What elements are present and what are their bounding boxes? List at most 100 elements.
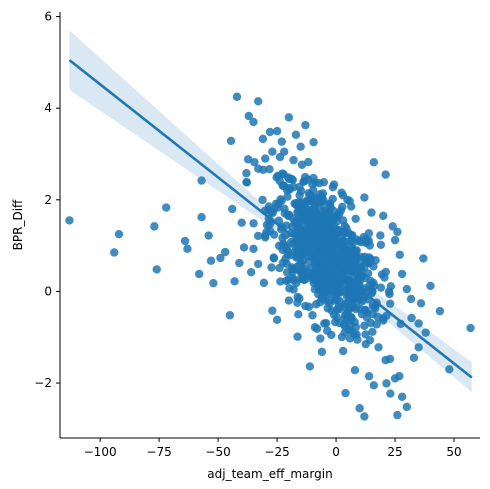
data-point: [316, 334, 325, 343]
data-point: [267, 263, 276, 272]
data-point: [230, 277, 239, 286]
data-point: [294, 310, 303, 319]
data-point: [307, 238, 316, 247]
data-point: [315, 178, 324, 188]
data-point: [275, 263, 284, 273]
data-point: [269, 253, 278, 262]
data-point: [293, 332, 302, 341]
data-point: [197, 176, 206, 185]
data-point: [209, 278, 218, 288]
data-point: [416, 299, 426, 308]
data-point: [284, 296, 294, 305]
data-point: [324, 296, 334, 306]
data-point: [368, 287, 377, 296]
data-point: [357, 252, 366, 262]
data-point: [275, 152, 285, 162]
data-point: [277, 196, 286, 206]
data-point: [338, 190, 348, 200]
data-point: [376, 231, 385, 240]
data-point: [206, 256, 216, 265]
data-point: [249, 219, 258, 228]
data-point: [402, 284, 412, 294]
data-point: [332, 305, 342, 314]
data-point: [288, 268, 297, 277]
data-point: [258, 134, 268, 144]
data-point: [349, 302, 358, 311]
data-point: [419, 254, 428, 263]
data-point: [259, 278, 269, 288]
data-point: [272, 315, 282, 325]
data-point: [65, 216, 74, 225]
data-point: [435, 306, 445, 316]
data-point: [323, 210, 333, 219]
data-point: [301, 120, 310, 130]
data-point: [338, 346, 348, 356]
data-point: [395, 250, 404, 259]
data-point: [292, 262, 302, 272]
data-point: [395, 371, 404, 381]
data-point: [350, 330, 359, 339]
axes: −100 −75 −50 −25 0 25 50 −2 0 2 4 6 adj_team_eff_m…: [11, 10, 480, 481]
data-point: [361, 330, 370, 339]
data-point: [285, 284, 294, 293]
data-point: [183, 244, 192, 254]
data-point: [258, 195, 267, 205]
data-point: [381, 170, 390, 179]
data-point: [336, 206, 346, 215]
data-point: [346, 202, 356, 211]
x-tick-label: 0: [332, 445, 340, 459]
data-point: [304, 302, 314, 312]
data-point: [295, 294, 304, 303]
data-point: [386, 299, 395, 308]
data-point: [308, 311, 317, 320]
data-point: [337, 332, 347, 342]
data-point: [110, 248, 119, 257]
data-point: [242, 169, 251, 178]
data-point: [347, 245, 357, 254]
data-point: [323, 326, 332, 335]
data-point: [349, 238, 358, 247]
data-point: [374, 343, 383, 352]
data-point: [152, 265, 161, 274]
data-point: [274, 241, 284, 251]
data-point: [367, 208, 376, 217]
data-point: [286, 250, 296, 260]
data-point: [322, 318, 331, 328]
data-point: [304, 157, 313, 167]
data-point: [397, 392, 407, 401]
x-axis-ticks: −100 −75 −50 −25 0 25 50: [84, 438, 462, 459]
data-point: [298, 228, 307, 237]
data-point: [287, 222, 297, 231]
data-point: [369, 158, 379, 167]
data-point: [343, 261, 353, 270]
data-point: [308, 213, 317, 222]
data-point: [150, 222, 159, 231]
data-point: [220, 247, 230, 257]
data-point: [414, 319, 423, 328]
data-point: [305, 362, 315, 371]
data-point: [355, 404, 364, 413]
data-point: [291, 130, 301, 139]
data-point: [407, 313, 416, 323]
data-point: [302, 196, 312, 205]
data-point: [368, 327, 377, 336]
data-point: [313, 231, 322, 240]
data-point: [226, 136, 236, 146]
data-point: [246, 267, 256, 277]
data-point: [333, 228, 342, 237]
data-point: [393, 410, 402, 420]
data-point: [254, 97, 263, 106]
data-point: [360, 193, 369, 202]
data-point: [340, 321, 350, 331]
data-point: [371, 256, 380, 265]
data-point: [360, 321, 369, 330]
data-point: [357, 238, 366, 247]
data-point: [309, 173, 318, 183]
data-point: [357, 309, 367, 319]
data-point: [310, 323, 320, 332]
data-point: [242, 177, 251, 187]
data-point: [249, 117, 258, 127]
data-point: [346, 252, 356, 262]
data-point: [296, 206, 305, 215]
data-point: [296, 142, 305, 151]
